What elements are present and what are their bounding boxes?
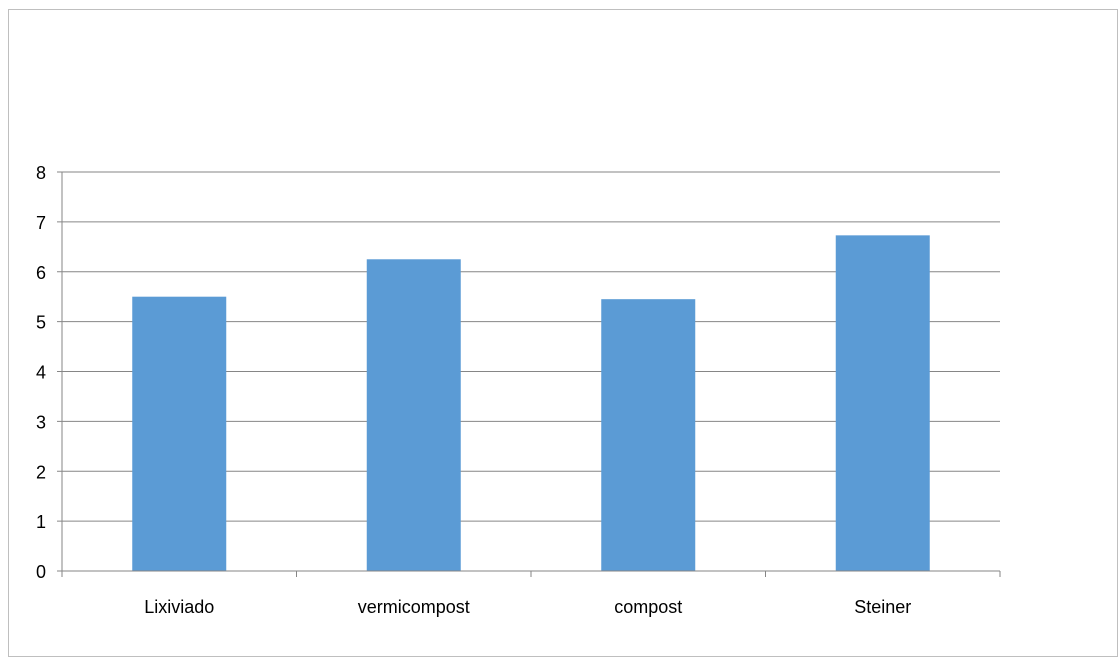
x-tick-label: compost [614,597,682,617]
y-tick-label: 0 [36,562,46,582]
bar-vermicompost [366,259,461,571]
x-tick-label: vermicompost [358,597,470,617]
y-tick-label: 5 [36,313,46,333]
y-tick-label: 2 [36,462,46,482]
y-tick-label: 3 [36,412,46,432]
tick-labels: 0 1 2 3 4 5 6 7 8 Lixiviado vermicompost compost Ste… [36,163,911,617]
axes [57,171,1001,577]
bar-compost [601,299,696,571]
bar-steiner [835,235,930,571]
y-tick-label: 6 [36,263,46,283]
y-tick-label: 1 [36,512,46,532]
y-tick-label: 7 [36,213,46,233]
bars [132,235,930,571]
x-tick-label: Lixiviado [144,597,214,617]
bar-lixiviado [132,296,227,571]
y-tick-label: 4 [36,363,46,383]
x-tick-label: Steiner [854,597,911,617]
y-tick-label: 8 [36,163,46,183]
